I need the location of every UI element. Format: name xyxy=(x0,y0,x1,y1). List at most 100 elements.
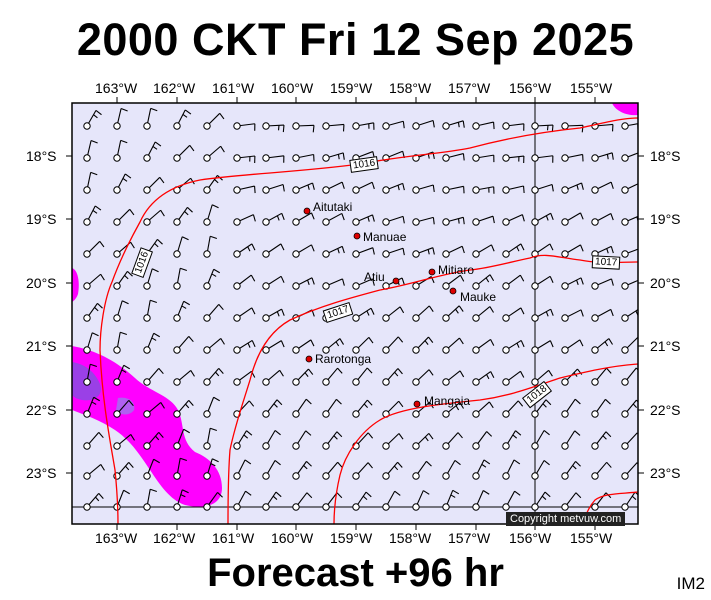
wind-barb xyxy=(143,402,165,418)
map-frame xyxy=(71,102,639,525)
wind-barb xyxy=(591,212,614,226)
wind-barb xyxy=(502,214,525,226)
wind-barb xyxy=(113,270,133,290)
wind-barb xyxy=(143,458,160,480)
wind-barb xyxy=(173,370,195,386)
wind-barb xyxy=(173,300,191,322)
wind-barb xyxy=(203,304,224,322)
wind-barb xyxy=(203,491,223,511)
wind-barb xyxy=(561,339,584,354)
wind-barb xyxy=(83,363,98,386)
place-label-manuae: Manuae xyxy=(363,230,407,244)
wind-barb xyxy=(262,184,285,194)
wind-barb xyxy=(442,337,464,354)
wind-barb xyxy=(561,461,581,480)
wind-barb xyxy=(292,460,312,480)
wind-barb xyxy=(472,401,494,418)
wind-barb xyxy=(292,368,314,386)
wind-barb xyxy=(143,488,158,511)
wind-barb xyxy=(233,339,256,354)
wind-barb xyxy=(352,214,375,226)
lat-label-right: 19°S xyxy=(650,211,681,227)
wind-barb xyxy=(262,340,285,354)
wind-barb xyxy=(502,339,525,354)
wind-barb xyxy=(113,107,128,130)
wind-barb xyxy=(322,431,343,450)
wind-barb xyxy=(173,336,194,354)
lon-label-top: 162°W xyxy=(153,80,196,96)
wind-barb xyxy=(621,336,638,354)
place-label-mauke: Mauke xyxy=(460,290,497,304)
wind-barb xyxy=(352,491,372,511)
wind-barb xyxy=(292,212,315,226)
wind-barb xyxy=(502,307,525,322)
place-markers xyxy=(303,207,457,408)
wind-barb xyxy=(472,215,495,226)
wind-barb xyxy=(173,457,188,480)
wind-barb xyxy=(442,185,465,194)
wind-barb xyxy=(412,336,434,354)
wind-barb xyxy=(502,243,525,258)
wind-barb xyxy=(442,216,465,226)
wind-barb xyxy=(352,307,375,322)
wind-barb xyxy=(203,367,224,386)
wind-barb xyxy=(472,186,495,194)
wind-barb xyxy=(412,433,434,450)
wind-barb xyxy=(442,153,465,162)
place-marker-mitiaro xyxy=(428,268,436,276)
wind-barb xyxy=(233,490,252,511)
wind-barb xyxy=(561,122,584,133)
wind-barb xyxy=(382,490,401,511)
wind-barb xyxy=(322,181,345,194)
lon-label-top: 160°W xyxy=(271,80,314,96)
lat-label-left: 22°S xyxy=(26,402,57,418)
wind-barb xyxy=(83,139,98,162)
wind-barb xyxy=(233,274,256,290)
wind-barb xyxy=(83,240,105,258)
wind-barb xyxy=(561,182,584,194)
wind-barb xyxy=(262,308,285,322)
wind-barb xyxy=(531,460,550,480)
isobar-1016 xyxy=(99,117,638,524)
wind-barb xyxy=(233,122,256,131)
wind-barb xyxy=(531,183,554,194)
wind-barb xyxy=(472,274,495,290)
wind-barb xyxy=(412,119,435,130)
wind-barb xyxy=(382,120,405,130)
wind-barb xyxy=(322,367,343,386)
lon-label-top: 163°W xyxy=(95,80,138,96)
wind-barb xyxy=(292,244,315,258)
wind-barb xyxy=(83,332,99,354)
wind-barb xyxy=(412,216,435,226)
wind-barb xyxy=(203,396,220,418)
wind-barb xyxy=(322,398,342,418)
wind-barb xyxy=(233,214,256,226)
wind-barb xyxy=(412,490,430,511)
wind-barb xyxy=(322,492,343,511)
lat-label-right: 18°S xyxy=(650,148,681,164)
wind-barb xyxy=(322,278,345,290)
wind-barb xyxy=(502,122,525,131)
wind-barb xyxy=(591,461,612,480)
wind-barb xyxy=(143,107,158,130)
wind-barb xyxy=(531,340,554,354)
wind-barb xyxy=(621,367,638,386)
wind-barb xyxy=(83,109,102,130)
lon-label-bottom: 157°W xyxy=(448,530,491,546)
wind-barb xyxy=(83,396,101,418)
wind-barb xyxy=(203,204,219,226)
wind-barb xyxy=(262,399,283,418)
wind-barb xyxy=(442,245,465,258)
wind-barb xyxy=(113,300,129,322)
wind-barb xyxy=(203,458,219,480)
wind-barb xyxy=(113,331,128,354)
wind-barb xyxy=(561,277,584,290)
place-marker-aitutaki xyxy=(303,207,311,215)
axis-ticks xyxy=(66,97,644,530)
wind-barb xyxy=(262,275,285,290)
wind-barb xyxy=(322,122,345,132)
wind-barb xyxy=(292,122,315,133)
lat-label-left: 20°S xyxy=(26,275,57,291)
wind-barb xyxy=(591,431,612,450)
wind-barb xyxy=(442,489,460,511)
